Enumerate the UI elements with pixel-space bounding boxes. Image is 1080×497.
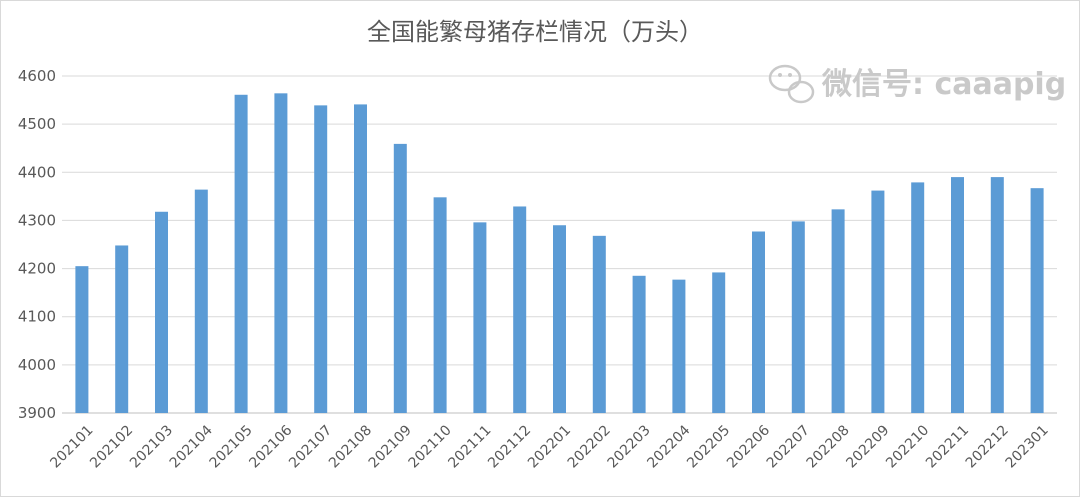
bar xyxy=(155,211,168,413)
y-tick-label: 3900 xyxy=(18,404,56,422)
bar xyxy=(75,266,89,413)
x-tick-label: 202208 xyxy=(804,422,853,471)
x-tick-label: 202111 xyxy=(445,422,494,471)
x-tick-label: 202207 xyxy=(764,422,813,471)
watermark: 微信号: caaapig xyxy=(768,64,1066,104)
y-tick-label: 4100 xyxy=(18,308,56,326)
bar xyxy=(194,189,208,413)
bars xyxy=(75,93,1044,414)
grid-lines xyxy=(62,75,1057,414)
y-tick-label: 4200 xyxy=(18,260,56,278)
x-tick-label: 202205 xyxy=(684,422,733,471)
x-tick-label: 202109 xyxy=(366,422,415,471)
bar xyxy=(354,104,367,413)
x-tick-label: 202101 xyxy=(47,422,96,471)
y-axis-ticks: 3900 4000 4100 4200 4300 4400 4500 4600 xyxy=(18,67,56,422)
bar xyxy=(314,105,328,414)
x-tick-label: 202203 xyxy=(605,422,654,471)
x-tick-label: 202112 xyxy=(485,422,534,471)
x-tick-label: 202106 xyxy=(246,422,295,471)
x-axis-ticks: 2021012021022021032021042021052021062021… xyxy=(47,422,1051,471)
bar xyxy=(911,182,925,413)
bar xyxy=(871,190,885,413)
bar xyxy=(1030,188,1044,413)
x-tick-label: 202105 xyxy=(207,422,256,471)
x-tick-label: 202108 xyxy=(326,422,375,471)
bar xyxy=(553,225,566,413)
x-tick-label: 202301 xyxy=(1003,422,1052,471)
bar xyxy=(951,177,964,413)
x-tick-label: 202102 xyxy=(87,422,136,471)
bar xyxy=(592,235,606,413)
bar xyxy=(632,275,646,413)
x-tick-label: 202209 xyxy=(843,422,892,471)
y-tick-label: 4600 xyxy=(18,67,56,85)
bar xyxy=(752,231,765,413)
bar xyxy=(831,209,845,413)
x-tick-label: 202210 xyxy=(883,422,932,471)
bar xyxy=(433,197,447,413)
y-tick-label: 4400 xyxy=(18,163,56,181)
x-tick-label: 202104 xyxy=(167,422,216,471)
bar xyxy=(115,245,129,413)
x-tick-label: 202204 xyxy=(644,422,693,471)
x-tick-label: 202202 xyxy=(565,422,614,471)
y-tick-label: 4300 xyxy=(18,211,56,229)
bar xyxy=(274,93,288,414)
bar xyxy=(473,222,487,413)
x-tick-label: 202103 xyxy=(127,422,176,471)
y-tick-label: 4000 xyxy=(18,356,56,374)
bar xyxy=(393,143,407,414)
bar xyxy=(234,94,248,414)
bar xyxy=(712,272,726,413)
x-tick-label: 202201 xyxy=(525,422,574,471)
x-tick-label: 202206 xyxy=(724,422,773,471)
x-tick-label: 202107 xyxy=(286,422,335,471)
y-tick-label: 4500 xyxy=(18,115,56,133)
bar xyxy=(513,206,527,413)
watermark-text: 微信号: caaapig xyxy=(821,67,1066,102)
bar xyxy=(672,279,686,413)
bar xyxy=(990,177,1004,413)
x-tick-label: 202211 xyxy=(923,422,972,471)
x-tick-label: 202110 xyxy=(406,422,455,471)
wechat-icon xyxy=(768,64,815,104)
x-tick-label: 202212 xyxy=(963,422,1012,471)
chart-title: 全国能繁母猪存栏情况（万头） xyxy=(367,18,703,46)
bar xyxy=(791,221,805,413)
